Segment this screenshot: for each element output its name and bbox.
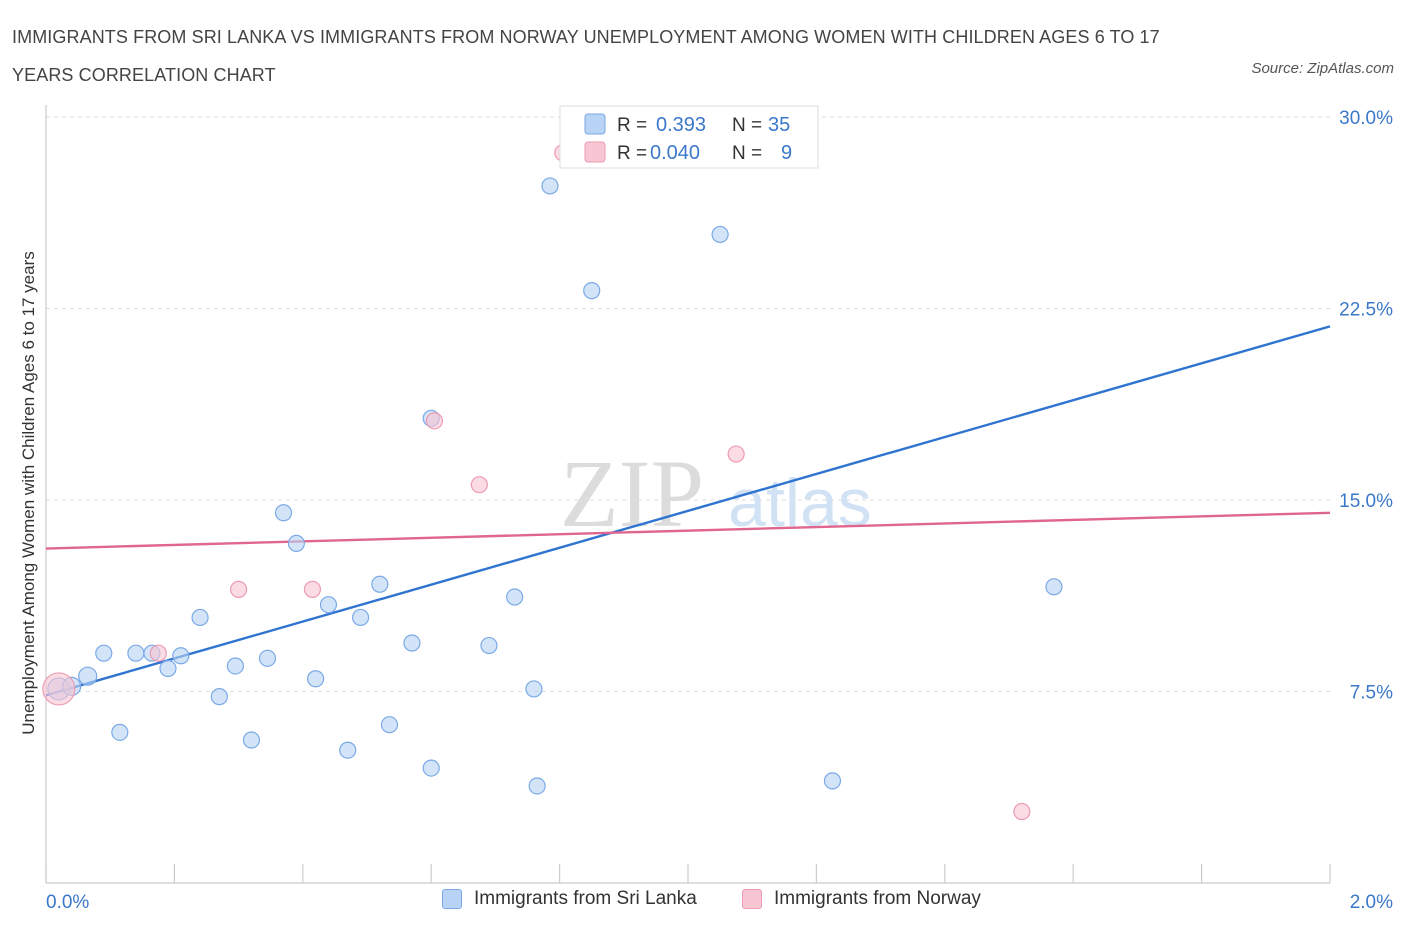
point-sri-lanka xyxy=(541,177,559,195)
point-sri-lanka xyxy=(287,534,305,553)
chart-title: IMMIGRANTS FROM SRI LANKA VS IMMIGRANTS … xyxy=(12,27,1160,85)
stats-r-label-2: R = xyxy=(617,143,647,164)
point-norway xyxy=(303,580,322,598)
point-sri-lanka xyxy=(711,225,729,244)
stats-n-value-1: 35 xyxy=(768,114,790,136)
point-sri-lanka xyxy=(127,644,145,662)
point-sri-lanka xyxy=(226,657,244,675)
trend-line-sri-lanka xyxy=(45,325,1331,697)
data-points xyxy=(42,108,1063,821)
point-sri-lanka xyxy=(191,608,209,627)
point-sri-lanka xyxy=(95,644,113,662)
y-axis-label: Unemployment Among Women with Children A… xyxy=(19,251,38,735)
y-tick-label: 7.5% xyxy=(1350,683,1393,704)
point-sri-lanka xyxy=(371,575,389,593)
stats-swatch-norway xyxy=(584,141,606,163)
point-sri-lanka xyxy=(339,741,357,759)
point-sri-lanka xyxy=(78,666,98,686)
point-sri-lanka xyxy=(1045,578,1063,596)
point-sri-lanka xyxy=(380,716,399,734)
point-sri-lanka xyxy=(210,688,228,706)
y-tick-label: 15.0% xyxy=(1339,491,1393,512)
legend-swatch-norway xyxy=(742,889,762,909)
stats-r-label-1: R = xyxy=(617,115,647,136)
point-sri-lanka xyxy=(480,636,498,655)
x-tick-label: 2.0% xyxy=(1350,892,1393,913)
stats-n-label-2: N = xyxy=(732,143,762,164)
trend-line-norway xyxy=(45,511,1331,550)
point-sri-lanka xyxy=(307,670,325,688)
point-norway xyxy=(1013,802,1031,821)
legend-item-norway[interactable]: Immigrants from Norway xyxy=(742,888,981,910)
point-sri-lanka xyxy=(111,723,129,741)
point-sri-lanka xyxy=(506,588,524,606)
point-sri-lanka xyxy=(351,608,370,627)
stats-n-label-1: N = xyxy=(732,115,762,136)
point-sri-lanka xyxy=(159,659,177,678)
legend-label-norway: Immigrants from Norway xyxy=(774,888,981,909)
point-sri-lanka xyxy=(422,759,440,777)
stats-swatch-sri-lanka xyxy=(584,113,606,135)
source-label: Source: ZipAtlas.com xyxy=(1251,60,1394,77)
point-norway xyxy=(727,445,745,463)
x-tick-label: 0.0% xyxy=(46,892,89,913)
point-norway xyxy=(470,476,488,494)
point-norway xyxy=(42,672,76,706)
watermark-zip: ZIP xyxy=(560,440,704,547)
point-sri-lanka xyxy=(274,504,293,522)
stats-box: R = 0.393 N = 35 R = 0.040 N = 9 xyxy=(559,105,819,169)
point-sri-lanka xyxy=(525,680,543,698)
legend-label-sri-lanka: Immigrants from Sri Lanka xyxy=(474,888,697,909)
grid-lines xyxy=(46,116,1330,692)
point-sri-lanka xyxy=(172,647,190,665)
y-tick-label: 30.0% xyxy=(1339,108,1393,129)
trend-lines xyxy=(45,325,1331,697)
point-sri-lanka xyxy=(258,649,277,667)
stats-n-value-2: 9 xyxy=(781,142,792,164)
point-sri-lanka xyxy=(242,731,261,749)
axes xyxy=(45,105,1331,884)
legend-swatch-sri-lanka xyxy=(442,889,462,909)
legend-item-sri-lanka[interactable]: Immigrants from Sri Lanka xyxy=(442,888,697,910)
stats-r-value-2: 0.040 xyxy=(650,142,700,164)
point-sri-lanka xyxy=(528,777,546,795)
point-sri-lanka xyxy=(403,634,421,652)
point-norway xyxy=(230,580,248,598)
tick-labels: 7.5% 15.0% 22.5% 30.0% 0.0% 2.0% xyxy=(46,108,1393,913)
y-tick-label: 22.5% xyxy=(1339,300,1393,321)
point-norway xyxy=(425,412,444,430)
point-sri-lanka xyxy=(319,596,338,614)
point-norway xyxy=(149,644,167,662)
point-sri-lanka xyxy=(583,282,601,300)
stats-r-value-1: 0.393 xyxy=(656,114,706,136)
point-sri-lanka xyxy=(823,772,842,790)
